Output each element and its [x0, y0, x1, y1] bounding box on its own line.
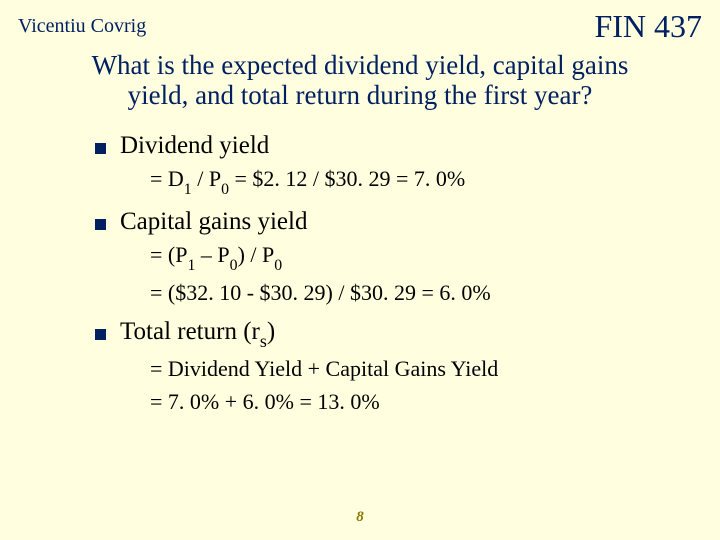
bullet-square-icon [95, 329, 106, 340]
bullet-item: Dividend yield [95, 132, 660, 160]
page-number: 8 [0, 509, 720, 526]
bullet-square-icon [95, 143, 106, 154]
course-code: FIN 437 [594, 8, 702, 45]
slide-content: Dividend yield = D1 / P0 = $2. 12 / $30.… [0, 110, 720, 417]
slide-header: Vicentiu Covrig FIN 437 [0, 0, 720, 49]
formula-line: = ($32. 10 - $30. 29) / $30. 29 = 6. 0% [150, 278, 660, 308]
formula-line: = 7. 0% + 6. 0% = 13. 0% [150, 387, 660, 417]
slide-title: What is the expected dividend yield, cap… [0, 51, 720, 110]
bullet-label: Dividend yield [120, 132, 269, 160]
bullet-item: Capital gains yield [95, 208, 660, 236]
bullet-label: Capital gains yield [120, 208, 307, 236]
formula-line: = Dividend Yield + Capital Gains Yield [150, 354, 660, 384]
formula-line: = (P1 – P0) / P0 [150, 240, 660, 274]
bullet-item: Total return (rs) [95, 318, 660, 350]
bullet-label: Total return (rs) [120, 318, 275, 350]
formula-line: = D1 / P0 = $2. 12 / $30. 29 = 7. 0% [150, 164, 660, 198]
bullet-square-icon [95, 219, 106, 230]
author-name: Vicentiu Covrig [18, 15, 146, 38]
